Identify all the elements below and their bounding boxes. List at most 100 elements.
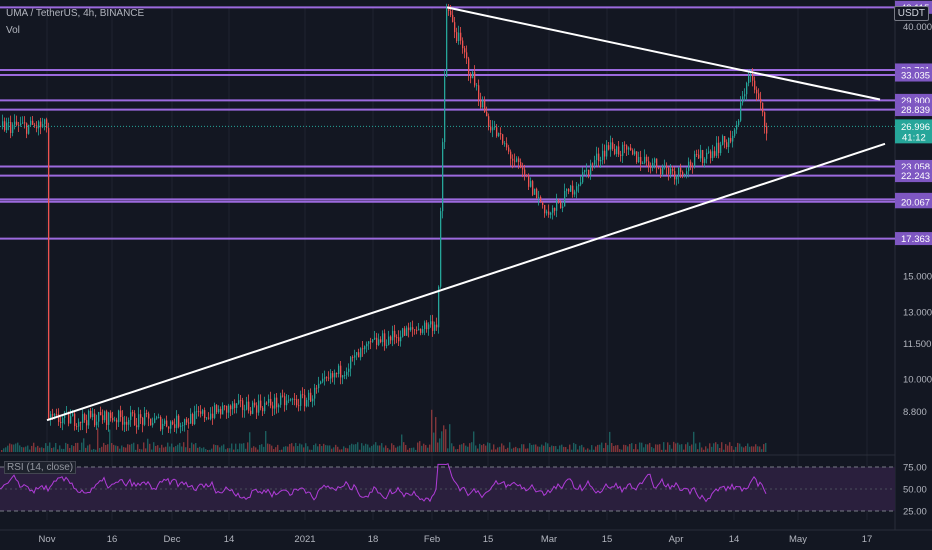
- volume-bar: [223, 444, 225, 452]
- candle: [724, 136, 726, 143]
- currency-badge[interactable]: USDT: [893, 6, 929, 21]
- candle: [702, 150, 704, 163]
- candle: [266, 402, 268, 404]
- volume-bar: [3, 448, 5, 452]
- candle: [738, 120, 740, 125]
- volume-bar: [227, 448, 229, 452]
- volume-bar: [103, 442, 105, 452]
- volume-bar: [25, 446, 27, 452]
- volume-bar: [743, 447, 745, 452]
- volume-bar: [33, 442, 35, 452]
- volume-bar: [475, 445, 477, 452]
- volume-bar: [487, 442, 489, 452]
- volume-bar: [711, 446, 713, 452]
- candle: [538, 197, 540, 198]
- candle: [82, 414, 84, 423]
- volume-bar: [527, 448, 529, 452]
- volume-bar: [237, 449, 239, 452]
- candle: [28, 124, 30, 134]
- candle: [144, 413, 146, 425]
- volume-bar: [121, 445, 123, 452]
- candle: [674, 171, 676, 180]
- candle: [42, 124, 44, 128]
- candle: [112, 417, 114, 421]
- volume-bar: [287, 446, 289, 452]
- candle: [296, 399, 298, 406]
- candle: [78, 421, 80, 427]
- volume-bar: [619, 449, 621, 452]
- candle: [652, 162, 654, 168]
- volume-bar: [123, 447, 125, 452]
- trendline: [446, 6, 881, 101]
- level-price-label: 29.900: [901, 96, 930, 107]
- volume-bar: [255, 447, 257, 452]
- candle: [718, 142, 720, 154]
- volume-bar: [571, 449, 573, 452]
- volume-bar: [671, 448, 673, 452]
- candle: [708, 151, 710, 153]
- volume-bar: [493, 444, 495, 452]
- time-tick-label: 14: [729, 534, 740, 545]
- level-price-tag: [895, 232, 932, 246]
- candle: [352, 357, 354, 359]
- candle: [612, 142, 614, 149]
- candle: [32, 120, 34, 125]
- candle: [730, 138, 732, 142]
- candle: [60, 421, 62, 424]
- volume-bar: [177, 444, 179, 452]
- volume-bar: [193, 444, 195, 452]
- candle: [142, 417, 144, 425]
- volume-bar: [735, 446, 737, 452]
- volume-bar: [717, 444, 719, 452]
- volume-bar: [17, 442, 19, 452]
- symbol-title[interactable]: UMA / TetherUS, 4h, BINANCE: [6, 8, 145, 19]
- candle: [624, 144, 626, 146]
- candle: [424, 322, 426, 330]
- candle: [760, 98, 762, 103]
- volume-bar: [21, 447, 23, 452]
- volume-bar: [745, 446, 747, 452]
- candle: [570, 185, 572, 192]
- volume-bar: [343, 446, 345, 452]
- candle: [682, 171, 684, 175]
- candle: [664, 165, 666, 167]
- candle: [182, 425, 184, 426]
- candle: [126, 421, 128, 425]
- candle: [88, 410, 90, 426]
- volume-bar: [445, 429, 447, 452]
- candle: [700, 150, 702, 159]
- candle: [460, 32, 462, 41]
- candle: [2, 121, 4, 127]
- volume-bar: [315, 443, 317, 452]
- candle: [756, 89, 758, 94]
- candle: [214, 405, 216, 418]
- volume-bar: [57, 449, 59, 452]
- level-price-label: 20.067: [901, 197, 930, 208]
- candle: [712, 151, 714, 159]
- volume-bar: [297, 446, 299, 452]
- volume-bar: [653, 448, 655, 452]
- time-tick-label: Mar: [541, 534, 557, 545]
- volume-bar: [759, 446, 761, 452]
- volume-bar: [201, 448, 203, 452]
- volume-bar: [321, 446, 323, 452]
- volume-bar: [39, 447, 41, 452]
- candle: [282, 395, 284, 397]
- volume-bar: [367, 444, 369, 452]
- rsi-tick-label: 25.00: [903, 507, 927, 518]
- candle: [384, 333, 386, 346]
- candle: [430, 321, 432, 325]
- candle: [506, 143, 508, 148]
- trendline: [46, 142, 886, 422]
- volume-bar: [173, 447, 175, 452]
- candle: [398, 337, 400, 342]
- volume-bar: [455, 449, 457, 452]
- volume-bar: [97, 428, 99, 452]
- rsi-label[interactable]: RSI (14, close): [4, 461, 77, 474]
- candle: [620, 154, 622, 156]
- volume-bar: [531, 444, 533, 452]
- candle: [642, 162, 644, 164]
- volume-bar: [269, 444, 271, 452]
- candle: [262, 407, 264, 412]
